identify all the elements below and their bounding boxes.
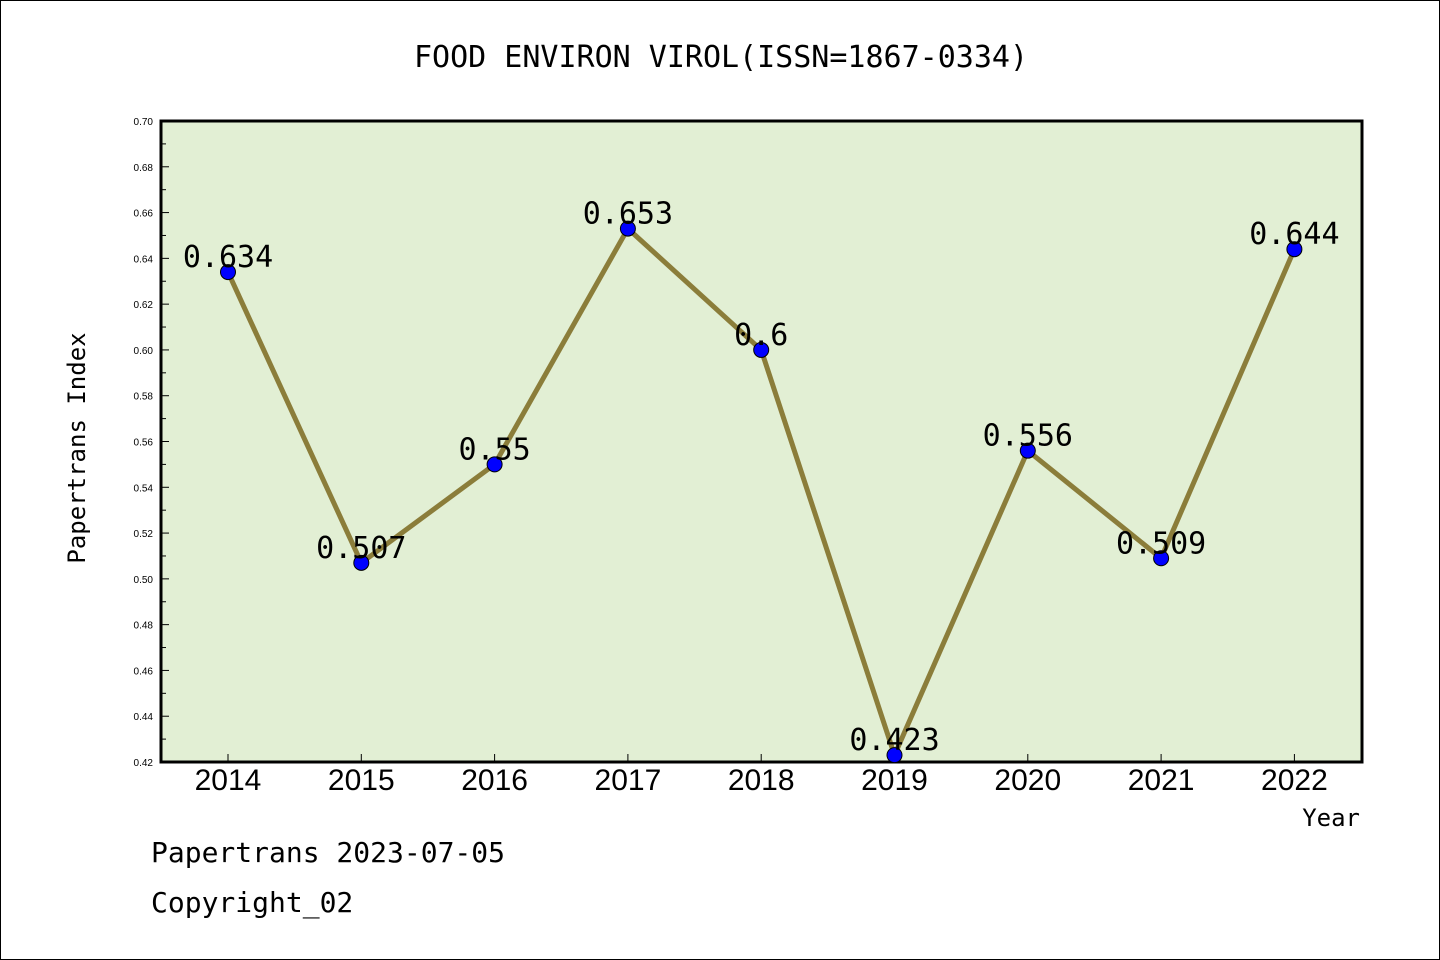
data-point-2021 xyxy=(1153,550,1170,567)
data-point-2014 xyxy=(220,264,236,281)
y-tick-label: 0.60 xyxy=(134,346,154,357)
data-point-2022 xyxy=(1286,241,1303,258)
data-label-2016: 0.55 xyxy=(458,432,530,467)
data-label-2014: 0.634 xyxy=(183,240,273,275)
x-tick-label: 2021 xyxy=(1128,764,1195,797)
chart-title: FOOD ENVIRON VIROL(ISSN=1867-0334) xyxy=(414,40,1028,75)
data-label-2018: 0.6 xyxy=(734,318,788,353)
data-point-2016 xyxy=(486,456,503,473)
footer-copyright: Copyright_02 xyxy=(151,886,354,919)
y-tick-label: 0.42 xyxy=(134,758,154,769)
data-label-2017: 0.653 xyxy=(583,197,673,232)
y-tick-label: 0.68 xyxy=(134,163,154,174)
x-tick-label: 2017 xyxy=(595,764,662,797)
x-tick-label: 2015 xyxy=(328,764,395,797)
y-tick-label: 0.70 xyxy=(134,117,154,128)
y-tick-label: 0.64 xyxy=(134,254,154,265)
footer-date: Papertrans 2023-07-05 xyxy=(151,836,506,869)
data-label-group: 0.634 0.507 0.55 0.653 0.6 0.423 0.556 0.509 0.6… xyxy=(183,197,1340,759)
y-tick-label: 0.62 xyxy=(134,300,154,311)
plot-area xyxy=(159,119,1364,764)
data-point-2015 xyxy=(353,554,370,571)
data-point-2017 xyxy=(619,220,636,237)
y-tick-label: 0.58 xyxy=(134,392,154,403)
data-point-2019 xyxy=(886,747,903,764)
x-axis-title: Year xyxy=(1302,804,1360,832)
y-tick-label: 0.48 xyxy=(134,621,154,632)
y-tick-label: 0.54 xyxy=(134,483,154,494)
x-tick-label: 2018 xyxy=(728,764,795,797)
data-point-2020 xyxy=(1019,442,1036,459)
y-axis-title: Papertrans Index xyxy=(63,332,91,563)
x-tick-label: 2020 xyxy=(994,764,1061,797)
y-tick-label: 0.44 xyxy=(134,712,154,723)
data-point-2018 xyxy=(753,341,770,358)
x-tick-label: 2022 xyxy=(1261,764,1328,797)
data-label-2015: 0.507 xyxy=(316,531,406,566)
x-axis: 2014 2015 2016 2017 2018 2019 2020 2021 2022 xyxy=(195,754,1328,797)
y-tick-label: 0.56 xyxy=(134,438,154,449)
y-tick-label: 0.46 xyxy=(134,666,154,677)
data-label-2021: 0.509 xyxy=(1116,526,1206,561)
x-tick-label: 2014 xyxy=(195,764,262,797)
y-tick-label: 0.52 xyxy=(134,529,154,540)
y-tick-label: 0.50 xyxy=(134,575,154,586)
series-group xyxy=(220,220,1303,764)
y-tick-label: 0.66 xyxy=(134,209,154,220)
data-label-2020: 0.556 xyxy=(983,419,1073,454)
x-tick-label: 2016 xyxy=(461,764,528,797)
y-axis: 0.42 0.44 0.46 0.48 0.50 0.52 0.54 0.56 0.58 0.60… xyxy=(134,117,169,769)
x-tick-label: 2019 xyxy=(861,764,928,797)
data-label-2022: 0.644 xyxy=(1249,217,1339,252)
data-label-2019: 0.423 xyxy=(849,723,939,758)
